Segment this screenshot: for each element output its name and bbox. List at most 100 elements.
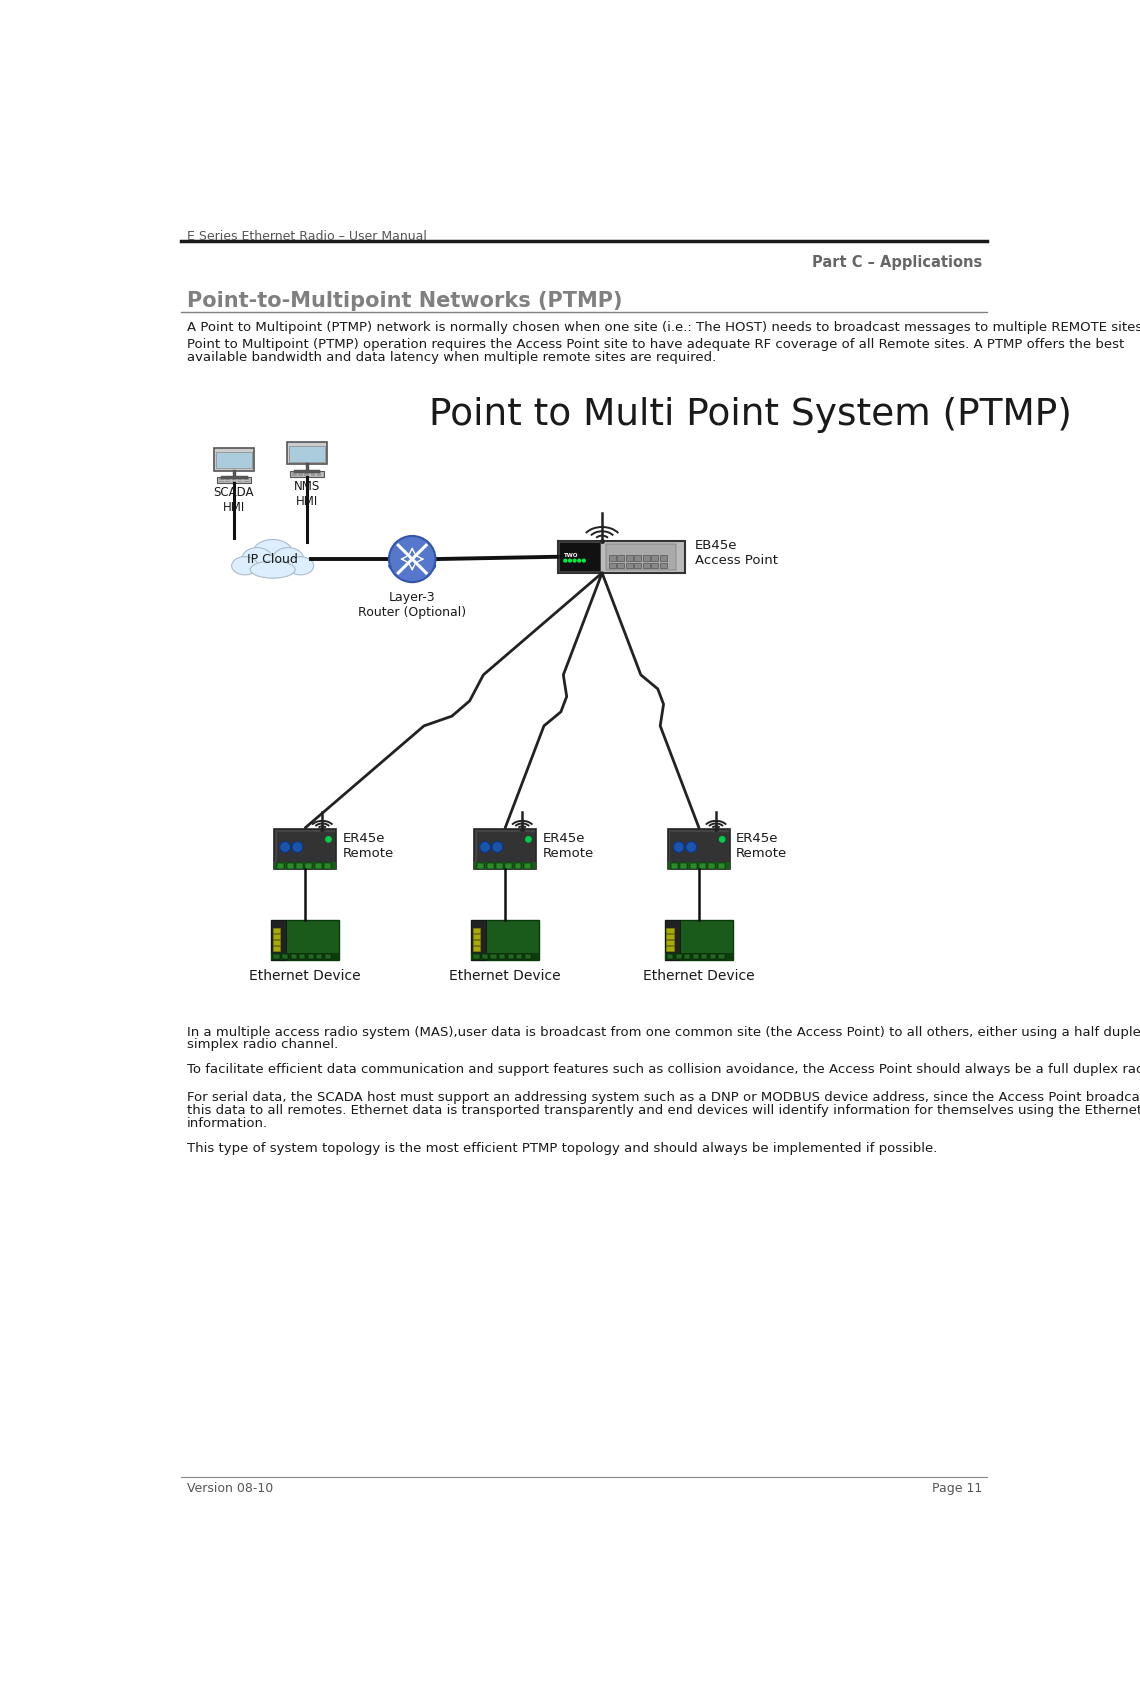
FancyBboxPatch shape — [271, 920, 340, 960]
FancyBboxPatch shape — [651, 562, 658, 569]
FancyBboxPatch shape — [272, 928, 280, 932]
FancyBboxPatch shape — [274, 954, 279, 959]
FancyBboxPatch shape — [271, 920, 286, 960]
FancyBboxPatch shape — [471, 920, 539, 960]
FancyBboxPatch shape — [214, 447, 254, 471]
Circle shape — [389, 537, 435, 582]
Circle shape — [326, 837, 332, 842]
FancyBboxPatch shape — [667, 940, 674, 945]
FancyBboxPatch shape — [667, 928, 674, 932]
Ellipse shape — [287, 557, 314, 576]
Circle shape — [292, 842, 303, 852]
Text: information.: information. — [187, 1116, 268, 1129]
FancyBboxPatch shape — [272, 952, 280, 957]
FancyBboxPatch shape — [523, 863, 531, 869]
Text: Ethernet Device: Ethernet Device — [643, 969, 755, 982]
FancyBboxPatch shape — [660, 562, 667, 569]
FancyBboxPatch shape — [617, 555, 625, 560]
FancyBboxPatch shape — [217, 452, 252, 468]
FancyBboxPatch shape — [473, 940, 480, 945]
Circle shape — [674, 842, 684, 852]
FancyBboxPatch shape — [474, 829, 536, 869]
FancyBboxPatch shape — [478, 863, 484, 869]
FancyBboxPatch shape — [626, 562, 633, 569]
FancyBboxPatch shape — [643, 562, 650, 569]
FancyBboxPatch shape — [507, 954, 514, 959]
FancyBboxPatch shape — [690, 863, 697, 869]
FancyBboxPatch shape — [277, 863, 284, 869]
FancyBboxPatch shape — [275, 829, 336, 869]
Text: ER45e
Remote: ER45e Remote — [736, 832, 788, 859]
Circle shape — [578, 559, 580, 562]
Text: For serial data, the SCADA host must support an addressing system such as a DNP : For serial data, the SCADA host must sup… — [187, 1090, 1140, 1104]
Text: Point to Multipoint (PTMP) operation requires the Access Point site to have adeq: Point to Multipoint (PTMP) operation req… — [187, 338, 1124, 351]
FancyBboxPatch shape — [606, 544, 676, 571]
FancyBboxPatch shape — [681, 863, 687, 869]
Text: Ethernet Device: Ethernet Device — [449, 969, 561, 982]
FancyBboxPatch shape — [471, 952, 539, 960]
FancyBboxPatch shape — [473, 954, 480, 959]
FancyBboxPatch shape — [306, 863, 312, 869]
FancyBboxPatch shape — [286, 442, 327, 464]
Text: A Point to Multipoint (PTMP) network is normally chosen when one site (i.e.: The: A Point to Multipoint (PTMP) network is … — [187, 321, 1140, 334]
FancyBboxPatch shape — [617, 562, 625, 569]
FancyBboxPatch shape — [275, 861, 336, 869]
FancyBboxPatch shape — [272, 947, 280, 950]
FancyBboxPatch shape — [693, 954, 699, 959]
FancyBboxPatch shape — [282, 954, 288, 959]
FancyBboxPatch shape — [291, 954, 296, 959]
Circle shape — [569, 559, 571, 562]
Ellipse shape — [242, 547, 272, 571]
FancyBboxPatch shape — [217, 478, 251, 483]
Circle shape — [564, 559, 567, 562]
FancyBboxPatch shape — [701, 954, 708, 959]
FancyBboxPatch shape — [670, 832, 727, 868]
FancyBboxPatch shape — [710, 954, 716, 959]
Circle shape — [480, 842, 490, 852]
FancyBboxPatch shape — [471, 920, 486, 960]
FancyBboxPatch shape — [473, 933, 480, 939]
FancyBboxPatch shape — [473, 928, 480, 932]
FancyBboxPatch shape — [473, 947, 480, 950]
FancyBboxPatch shape — [718, 954, 725, 959]
FancyBboxPatch shape — [324, 863, 331, 869]
FancyBboxPatch shape — [626, 555, 633, 560]
FancyBboxPatch shape — [272, 940, 280, 945]
Text: IP Cloud: IP Cloud — [247, 552, 299, 565]
Ellipse shape — [250, 560, 295, 579]
FancyBboxPatch shape — [699, 863, 706, 869]
FancyBboxPatch shape — [490, 954, 497, 959]
FancyBboxPatch shape — [272, 933, 280, 939]
FancyBboxPatch shape — [665, 952, 733, 960]
FancyBboxPatch shape — [684, 954, 691, 959]
FancyBboxPatch shape — [482, 954, 488, 959]
FancyBboxPatch shape — [667, 954, 674, 959]
FancyBboxPatch shape — [634, 562, 641, 569]
FancyBboxPatch shape — [308, 954, 314, 959]
Text: this data to all remotes. Ethernet data is transported transparently and end dev: this data to all remotes. Ethernet data … — [187, 1104, 1140, 1117]
Text: TWO: TWO — [563, 552, 578, 557]
FancyBboxPatch shape — [609, 555, 616, 560]
FancyBboxPatch shape — [671, 863, 678, 869]
FancyBboxPatch shape — [516, 954, 522, 959]
Text: E Series Ethernet Radio – User Manual: E Series Ethernet Radio – User Manual — [187, 230, 426, 243]
Circle shape — [686, 842, 697, 852]
Ellipse shape — [253, 540, 293, 567]
FancyBboxPatch shape — [667, 933, 674, 939]
Text: ER45e
Remote: ER45e Remote — [543, 832, 594, 859]
FancyBboxPatch shape — [299, 954, 306, 959]
FancyBboxPatch shape — [505, 863, 512, 869]
FancyBboxPatch shape — [660, 555, 667, 560]
FancyBboxPatch shape — [290, 471, 324, 476]
FancyBboxPatch shape — [315, 863, 321, 869]
FancyBboxPatch shape — [717, 863, 725, 869]
FancyBboxPatch shape — [477, 832, 534, 868]
Circle shape — [573, 559, 576, 562]
FancyBboxPatch shape — [665, 920, 733, 960]
Text: To facilitate efficient data communication and support features such as collisio: To facilitate efficient data communicati… — [187, 1063, 1140, 1077]
FancyBboxPatch shape — [557, 540, 685, 572]
FancyBboxPatch shape — [288, 446, 325, 463]
FancyBboxPatch shape — [499, 954, 505, 959]
FancyBboxPatch shape — [708, 863, 715, 869]
Circle shape — [279, 842, 291, 852]
